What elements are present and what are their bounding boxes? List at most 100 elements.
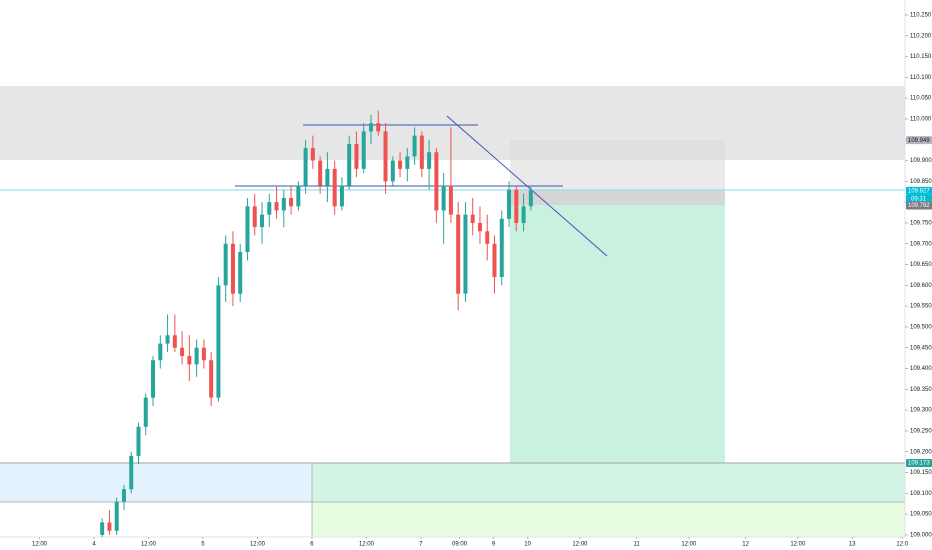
- candle-body: [339, 185, 344, 207]
- countdown-tag: [906, 194, 932, 203]
- candle-body: [318, 160, 323, 186]
- candles: [100, 110, 533, 537]
- x-tick-label: 12:00: [250, 542, 266, 548]
- y-tick-label: 110.200: [910, 33, 932, 39]
- y-tick-label: 110.150: [910, 54, 932, 60]
- candle-body: [434, 152, 439, 211]
- candle-body: [470, 214, 475, 223]
- price-tag: [906, 186, 932, 195]
- candle-body: [267, 202, 272, 215]
- candle-body: [441, 185, 446, 211]
- candle-body: [172, 335, 177, 348]
- y-tick-label: 109.150: [910, 470, 932, 476]
- candle-body: [361, 131, 366, 169]
- zone: [0, 463, 312, 502]
- target-zone: [510, 205, 725, 463]
- candle-body: [245, 206, 250, 253]
- y-tick-label: 109.900: [910, 158, 932, 164]
- y-tick-label: 109.250: [910, 429, 932, 435]
- price-tag-label: 109.949: [908, 138, 930, 144]
- candle-body: [209, 360, 214, 398]
- price-tag: [906, 201, 932, 210]
- y-tick-label: 110.250: [910, 13, 932, 19]
- y-tick-label: 109.350: [910, 387, 932, 393]
- price-tag: [906, 458, 932, 467]
- y-tick-label: 110.100: [910, 75, 932, 81]
- candle-body: [201, 347, 206, 361]
- y-tick-label: 109.050: [910, 512, 932, 518]
- candle-body: [398, 160, 403, 169]
- candle-body: [412, 135, 417, 157]
- candle-body: [376, 123, 381, 132]
- candle-body: [463, 214, 468, 294]
- y-tick-label: 109.200: [910, 449, 932, 455]
- zone: [312, 502, 905, 537]
- countdown-label: 09:31: [911, 197, 927, 203]
- candle-body: [456, 214, 461, 294]
- candle-body: [100, 522, 105, 535]
- candle-body: [252, 206, 257, 228]
- candle-body: [121, 489, 126, 502]
- y-tick-label: 109.300: [910, 408, 932, 414]
- price-tag: [906, 136, 932, 145]
- y-tick-label: 109.400: [910, 366, 932, 372]
- candle-body: [325, 168, 330, 186]
- x-tick-label: 12:00: [32, 542, 48, 548]
- zone: [312, 463, 905, 502]
- candle-body: [368, 123, 373, 132]
- candle-body: [310, 148, 315, 161]
- x-tick-label: 12:00: [359, 542, 375, 548]
- x-tick-label: 12:00: [141, 542, 157, 548]
- x-tick-label: 12:00: [572, 542, 588, 548]
- y-tick-label: 109.600: [910, 283, 932, 289]
- candle-body: [427, 152, 432, 169]
- x-tick-label: 12: [742, 542, 749, 548]
- candle-body: [230, 243, 235, 294]
- candle-body: [143, 397, 148, 427]
- candle-body: [332, 168, 337, 207]
- x-tick-label: 10: [524, 542, 531, 548]
- candle-body: [180, 347, 185, 357]
- candle-body: [289, 197, 294, 207]
- y-tick-label: 109.500: [910, 325, 932, 331]
- candle-body: [238, 252, 243, 294]
- x-tick-label: 9: [492, 542, 496, 548]
- candle-body: [165, 335, 170, 344]
- zone: [0, 86, 905, 160]
- candle-body: [187, 356, 192, 365]
- candle-body: [303, 148, 308, 186]
- candle-body: [390, 160, 395, 182]
- trend-line: [446, 115, 608, 257]
- x-tick-label: 13: [849, 542, 856, 548]
- candle-body: [274, 202, 279, 211]
- candle-body: [151, 360, 156, 398]
- candle-body: [514, 189, 519, 223]
- candle-body: [216, 285, 221, 398]
- y-tick-label: 109.650: [910, 262, 932, 268]
- stop-zone: [510, 140, 725, 190]
- candle-body: [419, 135, 424, 169]
- y-tick-label: 109.450: [910, 345, 932, 351]
- y-tick-label: 109.000: [910, 532, 932, 538]
- x-tick-label: 7: [419, 542, 423, 548]
- y-tick-label: 110.050: [910, 96, 932, 102]
- candle-body: [223, 243, 228, 286]
- drawings: [0, 86, 905, 537]
- candle-body: [383, 131, 388, 182]
- stop-zone: [510, 190, 725, 205]
- price-tag-label: 109.792: [908, 203, 930, 209]
- x-tick-label: 12:00: [790, 542, 806, 548]
- candle-body: [107, 522, 112, 531]
- x-tick-label: 6: [310, 542, 314, 548]
- y-tick-label: 109.100: [910, 491, 932, 497]
- candle-body: [129, 455, 134, 490]
- x-tick-label: 11: [634, 542, 641, 548]
- y-tick-label: 109.700: [910, 241, 932, 247]
- candle-body: [114, 501, 119, 531]
- x-tick-label: 4: [92, 542, 96, 548]
- candle-body: [521, 206, 526, 223]
- candle-body: [507, 189, 512, 219]
- price-tag-label: 109.827: [908, 189, 930, 195]
- y-tick-label: 109.550: [910, 304, 932, 310]
